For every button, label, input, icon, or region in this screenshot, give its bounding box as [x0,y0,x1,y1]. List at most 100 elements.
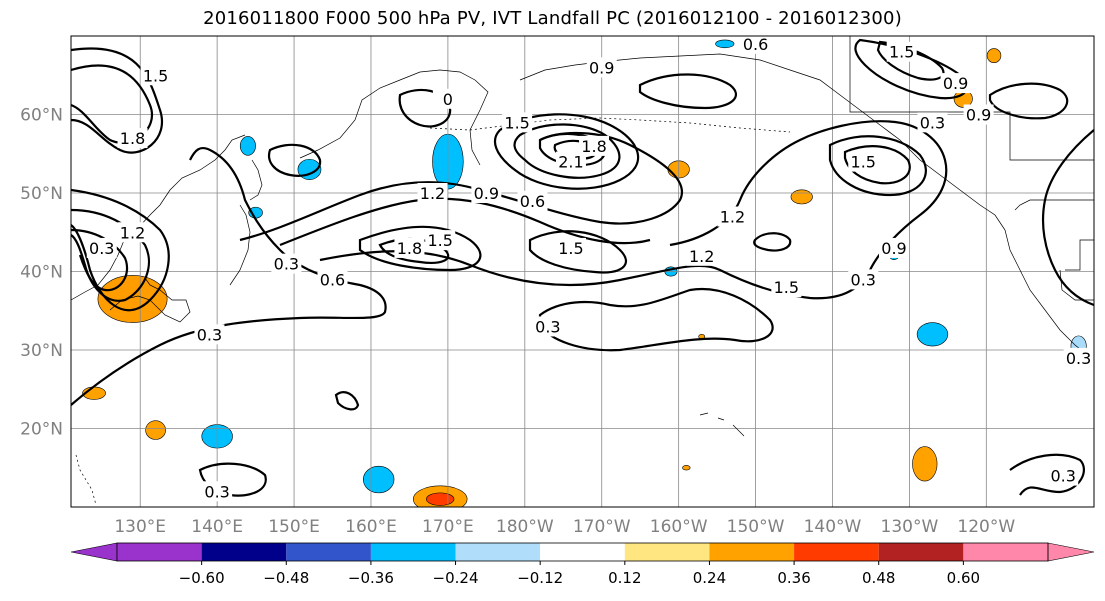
aleutian-islands [429,117,791,133]
longitude-tick-label: 170°W [573,517,631,537]
pv-shaded-region [715,39,735,49]
contour-label-bg [555,151,586,172]
pv-shaded-region [362,465,395,494]
latitude-tick-label: 30°N [20,341,63,361]
contour-label: 0.9 [966,106,991,125]
contour-label-bg [471,183,502,203]
contour-label: 1.5 [851,153,876,172]
contour-label-bg [686,245,717,266]
contour-line [358,225,482,272]
pv-shaded-region [239,136,256,156]
contour-line [528,230,627,274]
longitude-tick-label: 120°W [957,517,1015,537]
us-canada-border [1014,199,1094,211]
contour-label: 0.9 [881,239,906,258]
contour-label-bg [940,73,971,94]
contour-label-bg [586,57,617,78]
contour-label: 0.3 [851,270,876,289]
contour-line [71,64,153,144]
contour-label: 0.3 [89,239,114,258]
contour-label: 0.3 [1051,467,1076,486]
contour-line [398,88,452,128]
longitude-tick-label: 130°E [114,517,166,537]
contour-line [753,232,792,252]
contour-label-bg [194,324,225,345]
sakhalin-coastline [249,159,263,201]
longitude-tick-label: 170°E [422,517,474,537]
contour-label-bg [117,128,148,149]
contour-line [71,188,170,312]
contour-label: 0.9 [474,184,499,203]
longitude-tick-labels: 130°E 140°E 150°E 160°E 170°E 180°W 170°W 160°W… [114,517,1015,537]
longitude-tick-label: 140°E [191,517,243,537]
contour-label: 0 [443,90,453,109]
asia-coastline [71,134,246,301]
longitude-tick-label: 150°W [727,517,785,537]
pv-shaded-region [912,446,938,482]
latitude-tick-label: 50°N [20,184,63,204]
contour-label: 1.5 [427,231,452,250]
contour-label-bg [532,316,563,337]
kamchatka-coastline [299,69,489,166]
pv-shaded-region [426,492,455,506]
contour-label-bg [740,36,771,54]
contour-label-bg [394,237,425,258]
contour-line [279,197,651,247]
contour-line [638,73,738,110]
contour-label: 1.2 [420,184,445,203]
contour-label-bg [717,206,748,227]
contour-line [71,146,387,406]
contour-label-bg [848,269,879,290]
latitude-tick-label: 20°N [20,420,63,440]
contour-label: 1.2 [120,223,145,242]
contour-label: 1.8 [397,239,422,258]
contour-label: 1.5 [504,113,529,132]
contour-line [828,135,927,197]
contour-label: 0.6 [320,270,345,289]
contour-label: 1.5 [558,239,583,258]
contour-label: 1.5 [774,278,799,297]
contour-line [71,47,163,154]
contour-line [319,120,948,300]
contour-label: 0.3 [197,325,222,344]
contour-label-bg [417,183,448,203]
contour-line [1041,129,1094,307]
contour-line [988,82,1069,120]
contour-label-bg [140,65,171,86]
contour-label: 0.6 [743,35,768,54]
contour-label-bg [432,88,463,109]
contour-label-bg [886,41,917,62]
contour-labels-layer: 1.5 1.8 1.2 0.3 0.3 0.3 0.6 1.2 0.9 0.6 1.8 1.5 1.5 0… [86,35,1094,502]
pv-shaded-region [682,465,691,471]
contour-label-bg [848,151,879,172]
longitude-tick-label: 130°W [881,517,939,537]
contour-label: 1.2 [689,247,714,266]
contour-label: 2.1 [558,153,583,172]
pv-shaded-region [97,275,168,323]
longitude-tick-label: 160°W [650,517,708,537]
longitude-tick-label: 160°E [345,517,397,537]
contour-label-bg [771,277,802,298]
longitude-tick-label: 150°E [268,517,320,537]
pv-shaded-region [986,48,1002,63]
latitude-tick-label: 40°N [20,263,63,283]
contour-label-bg [502,112,533,133]
longitude-tick-label: 180°W [496,517,554,537]
contour-label: 1.8 [120,129,145,148]
contour-label-bg [425,230,456,251]
contour-line [267,143,322,177]
contour-label-bg [317,269,348,290]
contour-label: 0.9 [943,74,968,93]
alaska-canada-border [849,36,1094,161]
contour-line [71,228,129,292]
contour-label: 0.3 [204,482,229,501]
pv-shaded-region [790,189,813,205]
latitude-tick-label: 60°N [20,106,63,126]
contour-label: 0.3 [535,317,560,336]
contour-line [538,132,606,167]
us-state-border-2 [1065,239,1094,271]
coastlines [71,36,1094,506]
contour-label-bg [879,237,910,258]
contour-label: 0.9 [589,58,614,77]
latitude-tick-labels: 20°N 30°N 40°N 50°N 60°N [20,106,63,440]
